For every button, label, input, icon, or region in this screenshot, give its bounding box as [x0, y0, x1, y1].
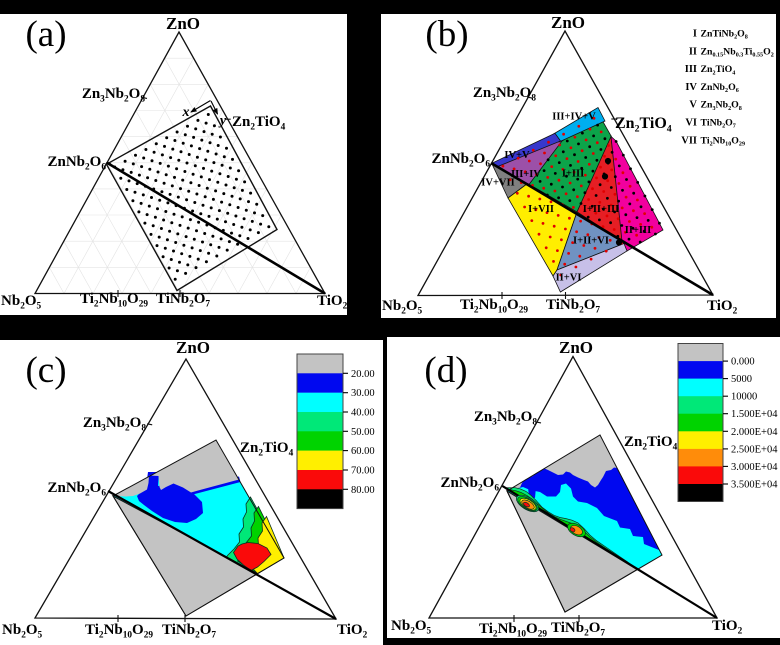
- svg-text:ZnNb2​O6​: ZnNb2​O6​: [440, 475, 499, 493]
- svg-text:TiNb2​O7​: TiNb2​O7​: [156, 291, 210, 309]
- svg-text:III: III: [685, 64, 697, 75]
- svg-text:0.000: 0.000: [731, 357, 755, 368]
- svg-text:Nb2​O5​: Nb2​O5​: [382, 298, 423, 316]
- svg-text:Zn3​Nb2​O8​: Zn3​Nb2​O8​: [474, 409, 538, 427]
- svg-text:1.500E+04: 1.500E+04: [731, 409, 778, 420]
- svg-text:I+II+III: I+II+III: [583, 204, 619, 215]
- svg-text:40.00: 40.00: [351, 408, 375, 419]
- svg-text:Zn3​Nb2​O8​: Zn3​Nb2​O8​: [83, 415, 147, 433]
- svg-text:50.00: 50.00: [351, 427, 375, 438]
- svg-text:III+IV: III+IV: [511, 169, 541, 180]
- svg-text:(d): (d): [424, 350, 467, 391]
- svg-text:Zn3​Nb2​O8​: Zn3​Nb2​O8​: [473, 85, 537, 103]
- svg-text:VII: VII: [681, 135, 697, 146]
- svg-text:Ti2​Nb10​O29​: Ti2​Nb10​O29​: [479, 621, 547, 638]
- svg-text:ZnTiNb2​O8​: ZnTiNb2​O8​: [701, 29, 748, 41]
- svg-text:II: II: [689, 46, 697, 57]
- svg-text:Zn2​TiO4​: Zn2​TiO4​: [240, 440, 294, 458]
- svg-text:II+VI: II+VI: [556, 273, 582, 284]
- svg-text:y: y: [218, 114, 227, 129]
- svg-text:Ti2​Nb10​O29​: Ti2​Nb10​O29​: [80, 291, 148, 309]
- svg-text:VI: VI: [685, 118, 697, 129]
- svg-text:IV: IV: [685, 82, 697, 93]
- svg-text:TiO2​: TiO2​: [337, 622, 368, 640]
- svg-text:IV+V: IV+V: [504, 150, 530, 161]
- svg-text:ZnNb2​O6​: ZnNb2​O6​: [431, 151, 490, 169]
- svg-text:ZnO: ZnO: [176, 340, 210, 357]
- svg-text:Zn2​TiO4​: Zn2​TiO4​: [701, 64, 736, 76]
- svg-text:TiO2​: TiO2​: [712, 618, 743, 636]
- svg-text:TiNb2​O7​: TiNb2​O7​: [551, 620, 605, 638]
- svg-text:ZnNb2​O6​: ZnNb2​O6​: [47, 480, 106, 498]
- svg-text:ZnO: ZnO: [166, 14, 200, 33]
- svg-text:TiO2​: TiO2​: [317, 293, 347, 311]
- svg-text:30.00: 30.00: [351, 388, 375, 399]
- svg-text:II+III: II+III: [625, 225, 651, 236]
- svg-text:(a): (a): [25, 14, 66, 55]
- svg-text:IV+VII: IV+VII: [481, 178, 514, 189]
- svg-text:Ti2​Nb10​O29​: Ti2​Nb10​O29​: [701, 135, 745, 147]
- svg-text:Nb2​O5​: Nb2​O5​: [2, 622, 43, 640]
- svg-text:10000: 10000: [731, 392, 757, 403]
- svg-text:TiNb2​O7​: TiNb2​O7​: [546, 297, 600, 315]
- svg-text:Zn2​TiO4​: Zn2​TiO4​: [232, 114, 286, 132]
- svg-text:V: V: [689, 100, 697, 111]
- svg-text:x: x: [182, 105, 190, 120]
- svg-text:Zn3​Nb2​O8​: Zn3​Nb2​O8​: [701, 100, 742, 112]
- svg-text:2.000E+04: 2.000E+04: [731, 427, 778, 438]
- svg-text:III+IV+V: III+IV+V: [552, 112, 596, 123]
- svg-text:ZnO: ZnO: [551, 14, 585, 32]
- svg-text:TiO2​: TiO2​: [707, 298, 738, 316]
- svg-text:20.00: 20.00: [351, 369, 375, 380]
- svg-text:I+II+VI: I+II+VI: [573, 236, 609, 247]
- svg-text:Zn0.15​Nb0.3​Ti0.55​O2​: Zn0.15​Nb0.3​Ti0.55​O2​: [701, 46, 774, 58]
- svg-text:Ti2​Nb10​O29​: Ti2​Nb10​O29​: [460, 297, 528, 315]
- svg-text:2.500E+04: 2.500E+04: [731, 444, 778, 455]
- svg-text:Nb2​O5​: Nb2​O5​: [1, 293, 42, 311]
- svg-text:70.00: 70.00: [351, 466, 375, 477]
- svg-text:TiNb2​O7​: TiNb2​O7​: [162, 622, 216, 640]
- svg-text:Ti2​Nb10​O29​: Ti2​Nb10​O29​: [85, 622, 153, 640]
- svg-text:(b): (b): [425, 14, 468, 55]
- svg-text:60.00: 60.00: [351, 446, 375, 457]
- svg-text:I+III: I+III: [562, 169, 584, 180]
- svg-text:TiNb2​O7​: TiNb2​O7​: [701, 118, 736, 130]
- svg-text:ZnNb2​O6​: ZnNb2​O6​: [701, 82, 739, 94]
- svg-text:ZnO: ZnO: [559, 338, 593, 357]
- svg-text:I+VII: I+VII: [528, 204, 554, 215]
- svg-text:3.000E+04: 3.000E+04: [731, 462, 778, 473]
- svg-text:Nb2​O5​: Nb2​O5​: [391, 618, 432, 636]
- svg-text:Zn2​TiO4​: Zn2​TiO4​: [615, 115, 672, 135]
- svg-text:5000: 5000: [731, 374, 752, 385]
- svg-text:Zn2​TiO4​: Zn2​TiO4​: [624, 434, 678, 452]
- svg-text:I: I: [693, 29, 697, 40]
- svg-text:ZnNb2​O6​: ZnNb2​O6​: [47, 154, 106, 172]
- svg-text:80.00: 80.00: [351, 485, 375, 496]
- svg-text:Zn3​Nb2​O8​: Zn3​Nb2​O8​: [82, 86, 146, 104]
- svg-text:3.500E+04: 3.500E+04: [731, 480, 778, 491]
- svg-text:(c): (c): [25, 350, 66, 391]
